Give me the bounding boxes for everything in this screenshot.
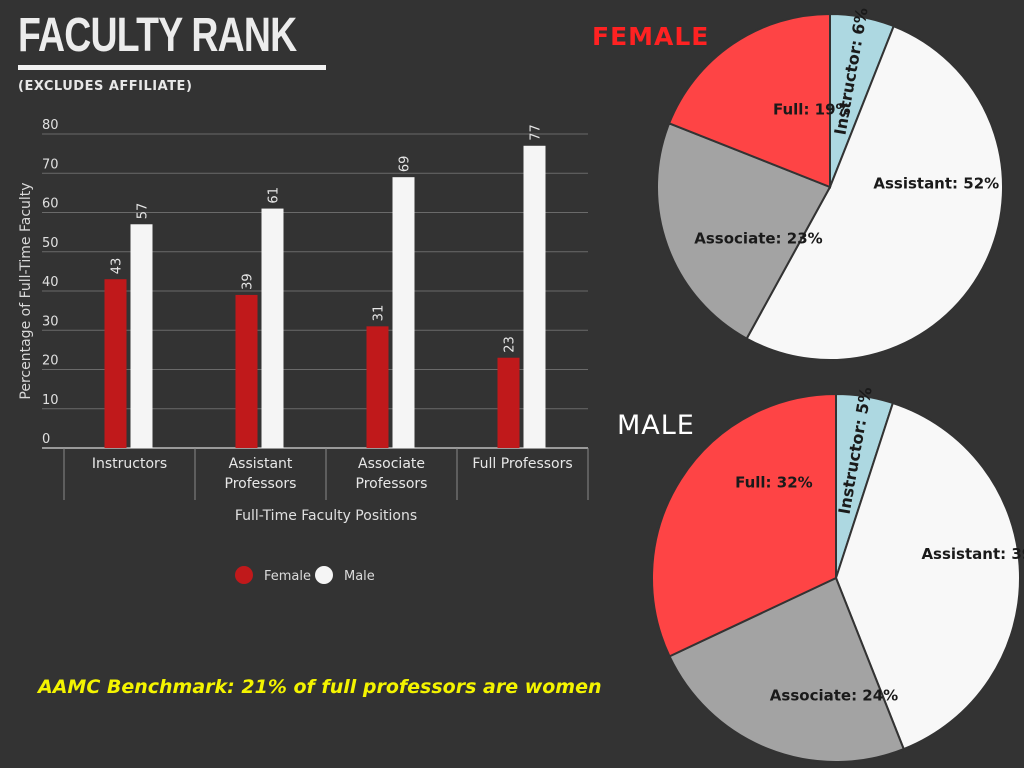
y-tick-label: 20 — [42, 354, 59, 369]
male-pie-title: MALE — [617, 410, 695, 441]
pie-slice-full — [667, 12, 831, 189]
y-tick-label: 0 — [42, 432, 50, 447]
y-tick-label: 30 — [42, 314, 59, 329]
x-category-label: Professors — [356, 476, 428, 492]
bar-value-label: 39 — [241, 273, 256, 290]
x-category-label: Full Professors — [472, 456, 572, 472]
pie-slice-associate — [668, 576, 906, 763]
bar-female — [235, 294, 258, 448]
y-tick-label: 40 — [42, 275, 59, 290]
x-axis-label: Full-Time Faculty Positions — [235, 508, 417, 524]
pie-label-associate: Associate: 24% — [770, 687, 898, 705]
bar-female — [104, 279, 127, 448]
pie-label-full: Full: 32% — [735, 473, 813, 491]
male-pie-chart: Instructor: 5%Assistant: 39%Associate: 2… — [651, 385, 1024, 763]
female-pie-chart: Instructor: 6%Assistant: 52%Associate: 2… — [656, 6, 1005, 361]
legend-swatch-female — [235, 566, 253, 584]
legend-swatch-male — [315, 566, 333, 584]
y-tick-label: 10 — [42, 393, 59, 408]
pie-slice-associate — [656, 122, 832, 340]
legend-label-male: Male — [344, 569, 375, 584]
bar-value-label: 43 — [110, 258, 125, 275]
y-tick-label: 80 — [42, 118, 59, 133]
bar-value-label: 61 — [267, 187, 282, 204]
bar-female — [497, 357, 520, 448]
y-tick-label: 50 — [42, 236, 59, 251]
bar-value-label: 23 — [503, 336, 518, 353]
y-axis-label: Percentage of Full-Time Faculty — [18, 182, 34, 399]
pie-slice-assistant — [745, 24, 1005, 361]
legend-label-female: Female — [264, 569, 311, 584]
pie-label-assistant: Assistant: 39% — [921, 545, 1024, 563]
bar-value-label: 31 — [372, 305, 387, 322]
pie-slice-assistant — [834, 401, 1021, 751]
pie-slice-full — [651, 392, 837, 658]
bar-value-label: 77 — [529, 124, 544, 141]
pie-label-full: Full: 19% — [773, 100, 851, 118]
bar-female — [366, 326, 389, 448]
y-tick-label: 60 — [42, 197, 59, 212]
pie-label-associate: Associate: 23% — [694, 230, 822, 248]
pie-label-assistant: Assistant: 52% — [873, 174, 999, 192]
bar-value-label: 57 — [136, 203, 151, 220]
x-category-label: Professors — [225, 476, 297, 492]
x-category-label: Instructors — [92, 456, 167, 472]
title-underline — [18, 65, 326, 70]
bar-male — [523, 145, 546, 448]
bar-male — [130, 224, 153, 448]
bar-chart: 0 10 20 30 40 50 60 70 80 Percentage of Full-Time… — [18, 118, 589, 584]
page-subtitle: (EXCLUDES AFFILIATE) — [18, 79, 193, 94]
bar-value-label: 69 — [398, 156, 413, 173]
bar-male — [392, 177, 415, 449]
bar-male — [261, 208, 284, 448]
benchmark-note: AAMC Benchmark: 21% of full professors a… — [38, 676, 602, 698]
x-category-label: Associate — [358, 456, 425, 472]
page-title: FACULTY RANK — [18, 9, 297, 62]
y-tick-label: 70 — [42, 157, 59, 172]
x-category-label: Assistant — [229, 456, 293, 472]
female-pie-title: FEMALE — [592, 22, 710, 51]
